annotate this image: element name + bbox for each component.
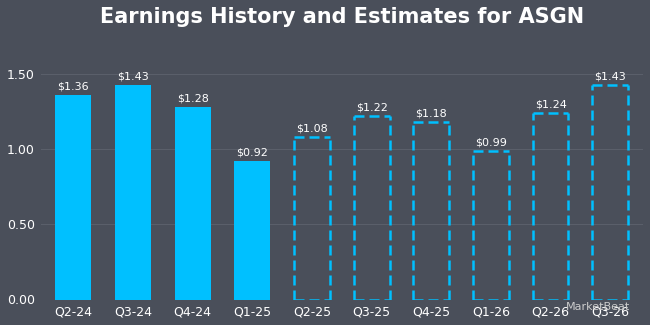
Text: $1.18: $1.18 <box>415 109 447 119</box>
Text: MarketBeat: MarketBeat <box>566 302 630 312</box>
Bar <box>175 107 211 300</box>
Bar <box>115 85 151 300</box>
Text: $1.43: $1.43 <box>117 71 149 81</box>
Text: $0.92: $0.92 <box>237 148 268 158</box>
Text: $1.24: $1.24 <box>535 100 567 110</box>
Text: $1.28: $1.28 <box>177 94 209 104</box>
Text: $1.08: $1.08 <box>296 124 328 134</box>
Bar <box>55 95 91 300</box>
Bar <box>235 162 270 300</box>
Text: $1.36: $1.36 <box>57 82 89 92</box>
Text: $0.99: $0.99 <box>475 137 507 147</box>
Text: $1.22: $1.22 <box>356 103 387 113</box>
Text: $1.43: $1.43 <box>594 71 626 81</box>
Title: Earnings History and Estimates for ASGN: Earnings History and Estimates for ASGN <box>99 7 584 27</box>
